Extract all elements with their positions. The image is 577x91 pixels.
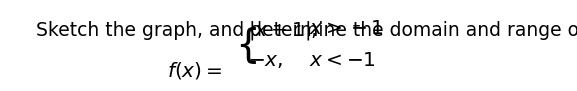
Text: $\{$: $\{$ xyxy=(235,25,257,66)
Text: $x > -1$: $x > -1$ xyxy=(309,19,384,38)
Text: $-x,$: $-x,$ xyxy=(248,51,283,70)
Text: $x < -1$: $x < -1$ xyxy=(309,51,376,70)
Text: Sketch the graph, and determine the domain and range of: Sketch the graph, and determine the doma… xyxy=(36,21,577,40)
Text: $f(x) = $: $f(x) = $ xyxy=(167,60,223,81)
Text: $|x + 1|,$: $|x + 1|,$ xyxy=(248,19,317,42)
